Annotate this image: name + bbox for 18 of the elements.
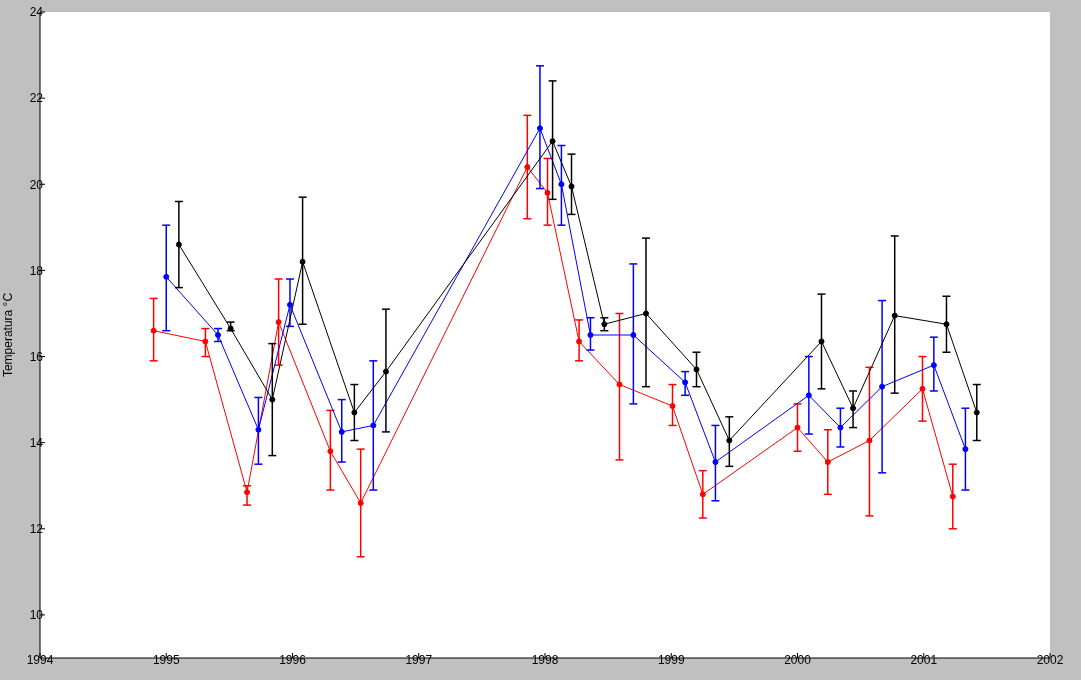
x-tick-label: 2001 bbox=[910, 652, 938, 667]
x-tick-label: 1996 bbox=[279, 652, 307, 667]
x-tick-label: 1997 bbox=[405, 652, 433, 667]
y-tick-label: 12 bbox=[29, 522, 44, 537]
x-tick-label: 1994 bbox=[26, 652, 54, 667]
x-tick-label: 1999 bbox=[657, 652, 685, 667]
y-tick-label: 18 bbox=[29, 263, 44, 278]
x-tick-label: 2002 bbox=[1036, 652, 1064, 667]
y-tick-label: 24 bbox=[29, 5, 44, 20]
y-tick-label: 20 bbox=[29, 177, 44, 192]
y-tick-label: 14 bbox=[29, 435, 44, 450]
y-tick-label: 22 bbox=[29, 91, 44, 106]
x-tick-label: 2000 bbox=[784, 652, 812, 667]
y-tick-label: 10 bbox=[29, 608, 44, 623]
y-tick-label: 16 bbox=[29, 349, 44, 364]
x-tick-label: 1998 bbox=[531, 652, 559, 667]
y-axis-title: Temperatura °C bbox=[1, 292, 16, 378]
x-tick-label: 1995 bbox=[152, 652, 180, 667]
